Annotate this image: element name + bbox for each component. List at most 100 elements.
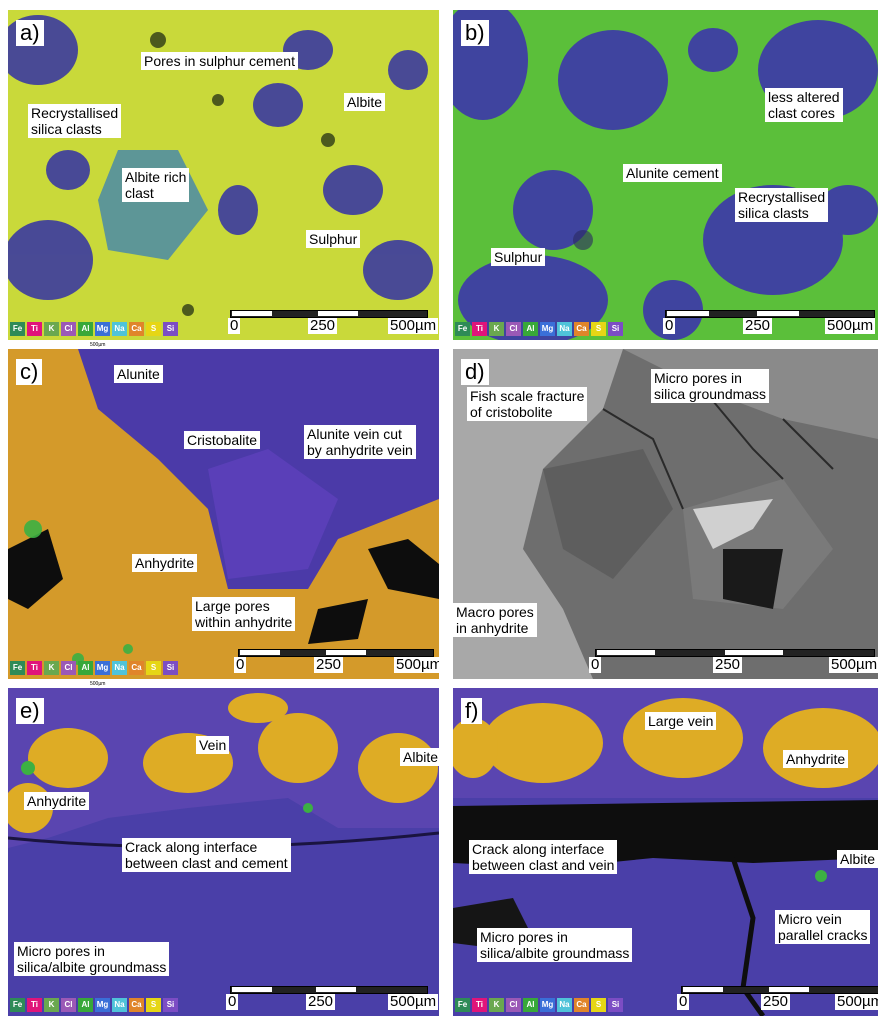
- scale-bar: 0 250 500µm: [228, 304, 439, 334]
- scale-tick: 0: [234, 656, 247, 673]
- legend-swatch-fe: Fe: [10, 661, 25, 675]
- annotation: Alunite: [114, 365, 163, 383]
- annotation: less altered clast cores: [765, 88, 843, 122]
- panel-label: d): [461, 359, 489, 385]
- panel-label: c): [16, 359, 43, 385]
- legend-swatch-si: Si: [163, 322, 178, 336]
- legend-swatch-ca: Ca: [129, 998, 144, 1012]
- annotation: Cristobalite: [184, 431, 261, 449]
- scale-tick: 250: [761, 993, 791, 1010]
- legend-swatch-si: Si: [608, 322, 623, 336]
- annotation: Micro pores in silica/albite groundmass: [14, 942, 170, 976]
- scale-bar: 0 250 500µm: [224, 980, 439, 1010]
- annotation: Sulphur: [491, 248, 546, 266]
- annotation: Anhydrite: [24, 792, 90, 810]
- panel-f: f) Large vein Anhydrite Crack along inte…: [453, 688, 878, 1016]
- scale-tick: 0: [226, 993, 239, 1010]
- legend-swatch-ti: Ti: [27, 322, 42, 336]
- panel-d: d) Fish scale fracture of cristobolite M…: [453, 349, 878, 679]
- tiny-scale: 500µm: [90, 342, 106, 348]
- legend-swatch-fe: Fe: [455, 998, 470, 1012]
- legend-swatch-na: Na: [557, 998, 572, 1012]
- annotation: Alunite vein cut by anhydrite vein: [304, 425, 416, 459]
- panel-c: c) Alunite Cristobalite Alunite vein cut…: [8, 349, 439, 679]
- legend-swatch-fe: Fe: [10, 998, 25, 1012]
- element-legend: Fe Ti K Cl Al Mg Na Ca S Si: [10, 998, 178, 1012]
- annotation: Recrystallised silica clasts: [735, 188, 829, 222]
- annotation: Macro pores in anhydrite: [453, 603, 537, 637]
- legend-swatch-ti: Ti: [27, 998, 42, 1012]
- annotation: Micro vein parallel cracks: [775, 910, 871, 944]
- scale-tick: 500µm: [825, 317, 876, 334]
- annotation: Pores in sulphur cement: [141, 52, 298, 70]
- legend-swatch-fe: Fe: [455, 322, 470, 336]
- scale-tick: 500µm: [394, 657, 439, 673]
- legend-swatch-na: Na: [557, 322, 572, 336]
- panel-label: b): [461, 20, 489, 46]
- annotation: Albite: [344, 93, 386, 111]
- annotation: Anhydrite: [132, 554, 198, 572]
- scale-bar: 0 250 500µm: [589, 643, 878, 673]
- micrograph-f: [453, 688, 878, 1016]
- scale-tick: 250: [308, 317, 338, 334]
- legend-swatch-mg: Mg: [95, 322, 110, 336]
- element-legend: Fe Ti K Cl Al Mg Na Ca S Si: [455, 998, 623, 1012]
- annotation: Albite: [400, 748, 439, 766]
- annotation: Vein: [196, 736, 230, 754]
- scale-tick: 0: [677, 993, 690, 1010]
- annotation: Large pores within anhydrite: [192, 597, 296, 631]
- legend-swatch-k: K: [489, 322, 504, 336]
- legend-swatch-k: K: [44, 322, 59, 336]
- legend-swatch-k: K: [44, 661, 59, 675]
- legend-swatch-s: S: [146, 661, 161, 675]
- scale-tick: 500µm: [835, 994, 878, 1010]
- scale-bar: 0 250 500µm: [675, 980, 878, 1010]
- legend-swatch-na: Na: [112, 998, 127, 1012]
- annotation: Micro pores in silica/albite groundmass: [477, 928, 633, 962]
- scale-tick: 250: [743, 317, 773, 334]
- scale-tick: 250: [314, 656, 344, 673]
- legend-swatch-fe: Fe: [10, 322, 25, 336]
- annotation: Fish scale fracture of cristobolite: [467, 387, 588, 421]
- tiny-scale: 500µm: [90, 681, 106, 687]
- legend-swatch-ti: Ti: [472, 322, 487, 336]
- annotation: Albite rich clast: [122, 168, 190, 202]
- legend-swatch-al: Al: [78, 661, 93, 675]
- legend-swatch-cl: Cl: [506, 998, 521, 1012]
- annotation: Alunite cement: [623, 164, 722, 182]
- panel-b: b) less altered clast cores Alunite ceme…: [453, 10, 878, 340]
- legend-swatch-cl: Cl: [61, 322, 76, 336]
- annotation: Crack along interface between clast and …: [469, 840, 618, 874]
- panel-a: a) Pores in sulphur cement Albite Recrys…: [8, 10, 439, 340]
- legend-swatch-s: S: [146, 322, 161, 336]
- scale-bar: 0 250 500µm: [663, 304, 877, 334]
- legend-swatch-mg: Mg: [95, 998, 110, 1012]
- legend-swatch-ca: Ca: [574, 322, 589, 336]
- panel-label: a): [16, 20, 44, 46]
- legend-swatch-k: K: [44, 998, 59, 1012]
- legend-swatch-mg: Mg: [540, 322, 555, 336]
- scale-tick: 500µm: [388, 993, 439, 1010]
- element-legend: Fe Ti K Cl Al Mg Na Ca S Si: [10, 661, 178, 675]
- annotation: Recrystallised silica clasts: [28, 104, 122, 138]
- legend-swatch-na: Na: [112, 661, 127, 675]
- legend-swatch-al: Al: [78, 322, 93, 336]
- legend-swatch-si: Si: [163, 998, 178, 1012]
- legend-swatch-cl: Cl: [61, 661, 76, 675]
- scale-tick: 0: [589, 656, 602, 673]
- legend-swatch-mg: Mg: [540, 998, 555, 1012]
- legend-swatch-al: Al: [78, 998, 93, 1012]
- legend-swatch-si: Si: [163, 661, 178, 675]
- scale-tick: 0: [228, 317, 241, 334]
- element-legend: Fe Ti K Cl Al Mg Na Ca S Si: [455, 322, 623, 336]
- scale-tick: 250: [306, 993, 336, 1010]
- legend-swatch-mg: Mg: [95, 661, 110, 675]
- scale-tick: 250: [713, 656, 743, 673]
- element-legend: Fe Ti K Cl Al Mg Na Ca S Si: [10, 322, 178, 336]
- legend-swatch-ca: Ca: [574, 998, 589, 1012]
- annotation: Albite: [837, 850, 878, 868]
- annotation: Sulphur: [306, 230, 361, 248]
- annotation: Crack along interface between clast and …: [122, 838, 291, 872]
- annotation: Anhydrite: [783, 750, 849, 768]
- scale-tick: 500µm: [388, 317, 439, 334]
